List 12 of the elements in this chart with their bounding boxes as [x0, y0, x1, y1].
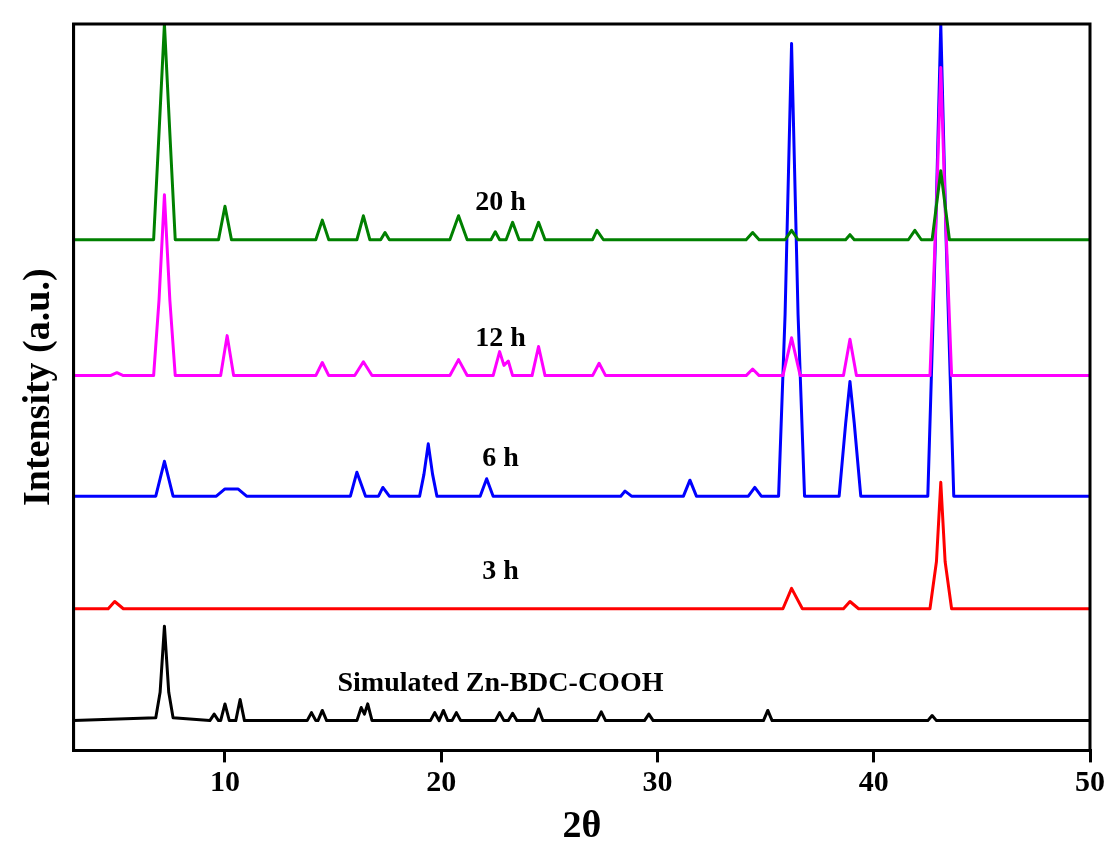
- x-axis-title: 2θ: [562, 803, 602, 846]
- x-tick-label: 40: [858, 764, 889, 798]
- series-label: 20 h: [475, 184, 527, 216]
- series-label: Simulated Zn-BDC-COOH: [337, 665, 664, 697]
- series-label: 3 h: [482, 553, 520, 585]
- series-label: 12 h: [475, 320, 527, 352]
- series-label: 6 h: [482, 441, 520, 473]
- x-tick-label: 50: [1075, 764, 1105, 798]
- y-axis-title: Intensity (a.u.): [14, 268, 58, 506]
- x-tick-label: 10: [209, 764, 240, 798]
- x-tick-label: 20: [426, 764, 457, 798]
- x-tick-label: 30: [642, 764, 673, 798]
